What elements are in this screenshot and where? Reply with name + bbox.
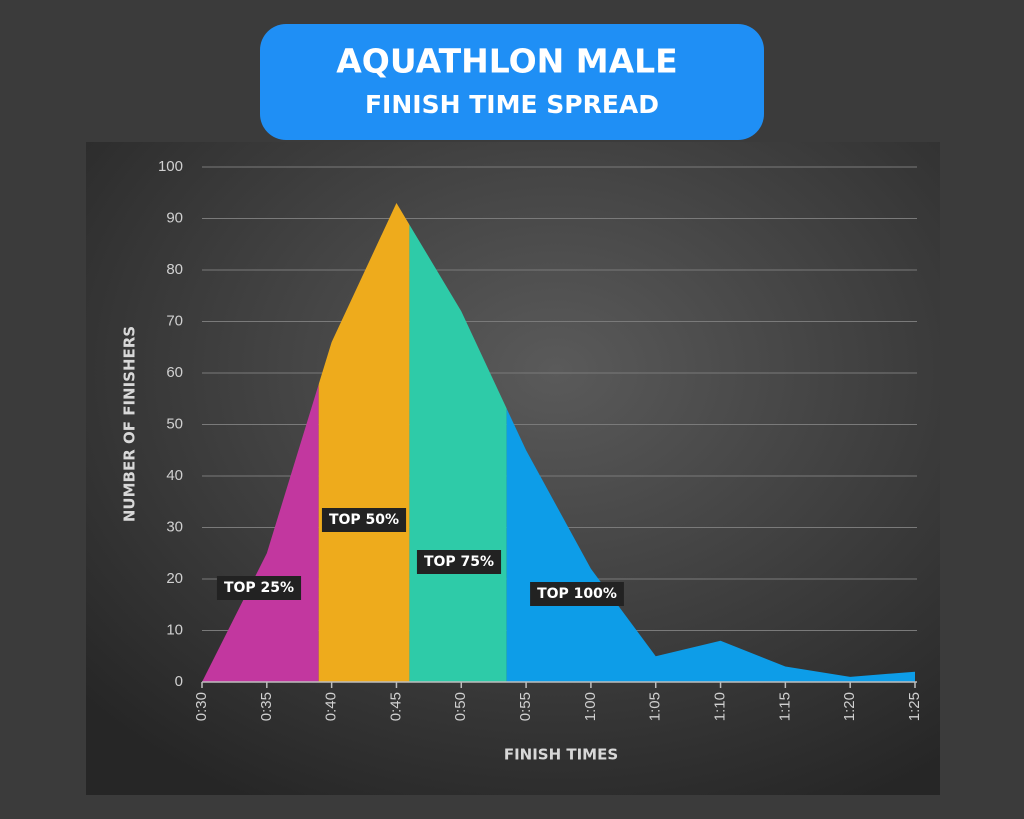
region-label-group: TOP 75% bbox=[416, 550, 502, 574]
y-tick-label: 30 bbox=[166, 518, 183, 535]
title-box bbox=[260, 24, 764, 140]
region-label: TOP 50% bbox=[329, 512, 399, 528]
x-tick-label: 0:50 bbox=[452, 692, 469, 721]
region-label-bg bbox=[530, 582, 624, 606]
x-tick-label: 1:05 bbox=[647, 692, 664, 721]
y-tick-label: 90 bbox=[166, 209, 183, 226]
region-label-group: TOP 100% bbox=[530, 582, 624, 606]
area-region bbox=[506, 408, 915, 682]
y-tick-label: 10 bbox=[166, 621, 183, 638]
x-tick-label: 0:35 bbox=[258, 692, 275, 721]
region-label-bg bbox=[416, 550, 502, 574]
region-label-bg bbox=[321, 508, 407, 532]
region-label-bg bbox=[216, 576, 302, 600]
x-tick-label: 0:55 bbox=[517, 692, 534, 721]
x-tick-label: 0:45 bbox=[387, 692, 404, 721]
x-tick-label: 1:25 bbox=[906, 692, 923, 721]
region-label: TOP 25% bbox=[224, 580, 294, 596]
y-tick-label: 40 bbox=[166, 467, 183, 484]
area-region bbox=[202, 384, 319, 682]
x-tick-label: 0:40 bbox=[323, 692, 340, 721]
region-label: TOP 75% bbox=[424, 554, 494, 570]
y-tick-label: 70 bbox=[166, 312, 183, 329]
x-tick-label: 1:15 bbox=[776, 692, 793, 721]
x-axis-title: FINISH TIMES bbox=[504, 746, 618, 764]
x-tick-label: 1:10 bbox=[712, 692, 729, 721]
y-tick-label: 80 bbox=[166, 261, 183, 278]
y-tick-label: 100 bbox=[158, 158, 183, 175]
y-tick-label: 60 bbox=[166, 364, 183, 381]
x-tick-label: 0:30 bbox=[193, 692, 210, 721]
chart-title: AQUATHLON MALE bbox=[336, 42, 677, 81]
y-tick-label: 50 bbox=[166, 415, 183, 432]
area-region bbox=[318, 203, 410, 682]
y-tick-label: 20 bbox=[166, 570, 183, 587]
region-label-group: TOP 50% bbox=[321, 508, 407, 532]
y-axis-title: NUMBER OF FINISHERS bbox=[121, 326, 139, 522]
region-label: TOP 100% bbox=[537, 586, 617, 602]
region-label-group: TOP 25% bbox=[216, 576, 302, 600]
chart-subtitle: FINISH TIME SPREAD bbox=[365, 90, 659, 119]
y-tick-label: 0 bbox=[175, 673, 183, 690]
x-tick-label: 1:00 bbox=[582, 692, 599, 721]
x-tick-label: 1:20 bbox=[841, 692, 858, 721]
